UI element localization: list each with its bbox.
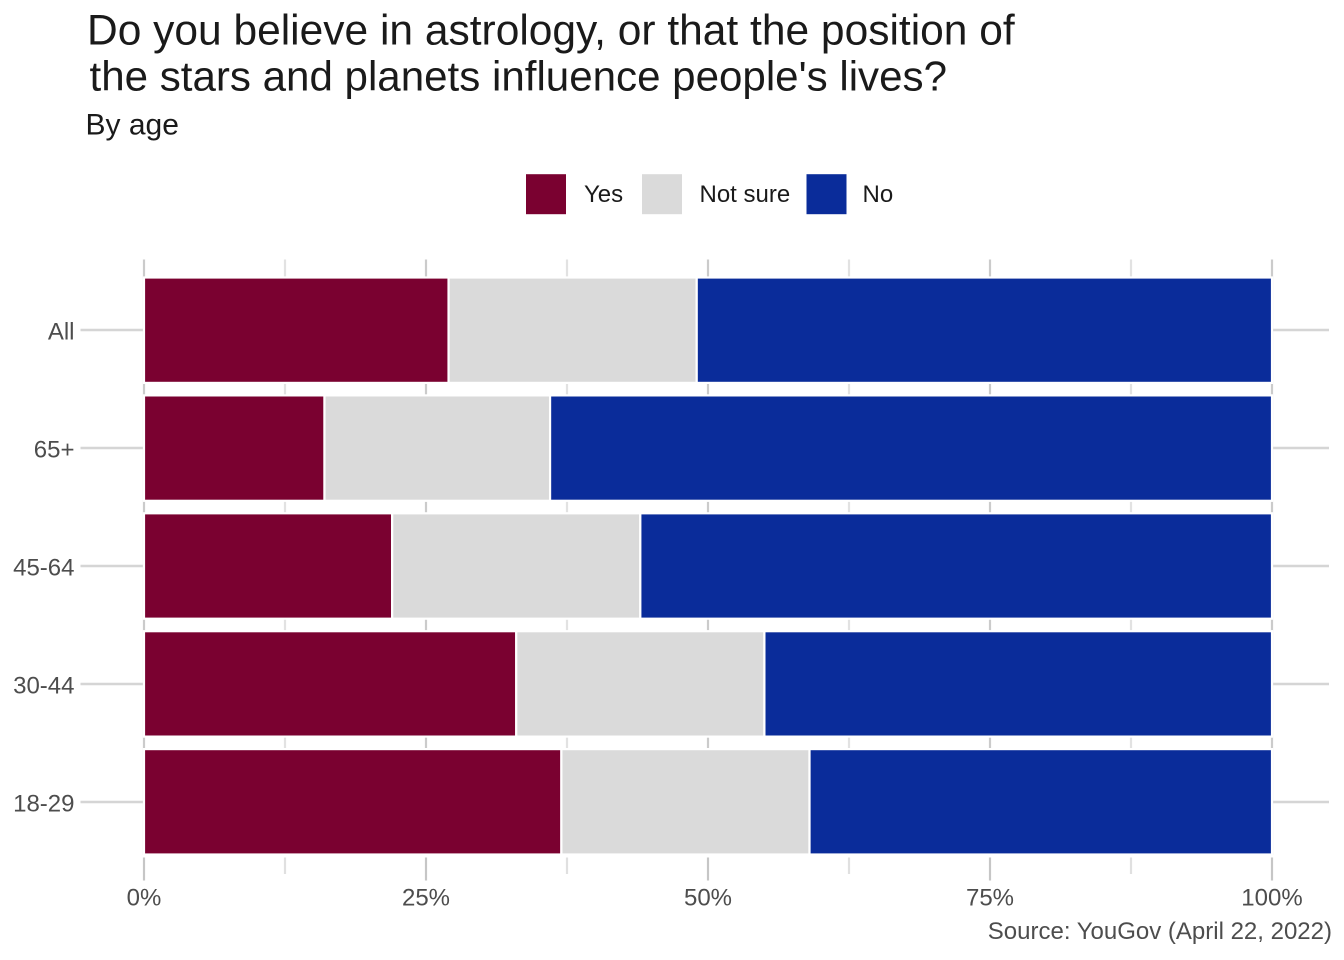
svg-text:Yes: Yes <box>584 181 623 208</box>
svg-text:Do you believe in astrology, o: Do you believe in astrology, or that the… <box>87 7 1015 54</box>
svg-text:Not sure: Not sure <box>700 181 791 208</box>
svg-text:65+: 65+ <box>34 437 75 464</box>
svg-text:45-64: 45-64 <box>13 555 74 582</box>
svg-text:By age: By age <box>86 109 179 142</box>
svg-text:25%: 25% <box>402 885 450 912</box>
svg-text:No: No <box>863 181 894 208</box>
svg-text:50%: 50% <box>684 885 732 912</box>
svg-text:30-44: 30-44 <box>13 673 74 700</box>
svg-text:the stars and planets influenc: the stars and planets influence people's… <box>90 53 947 100</box>
svg-text:18-29: 18-29 <box>13 791 74 818</box>
svg-text:75%: 75% <box>966 885 1014 912</box>
svg-text:0%: 0% <box>127 885 162 912</box>
svg-text:100%: 100% <box>1241 885 1302 912</box>
svg-text:All: All <box>48 319 75 346</box>
svg-text:Source: YouGov (April 22, 2022: Source: YouGov (April 22, 2022) <box>988 918 1332 945</box>
